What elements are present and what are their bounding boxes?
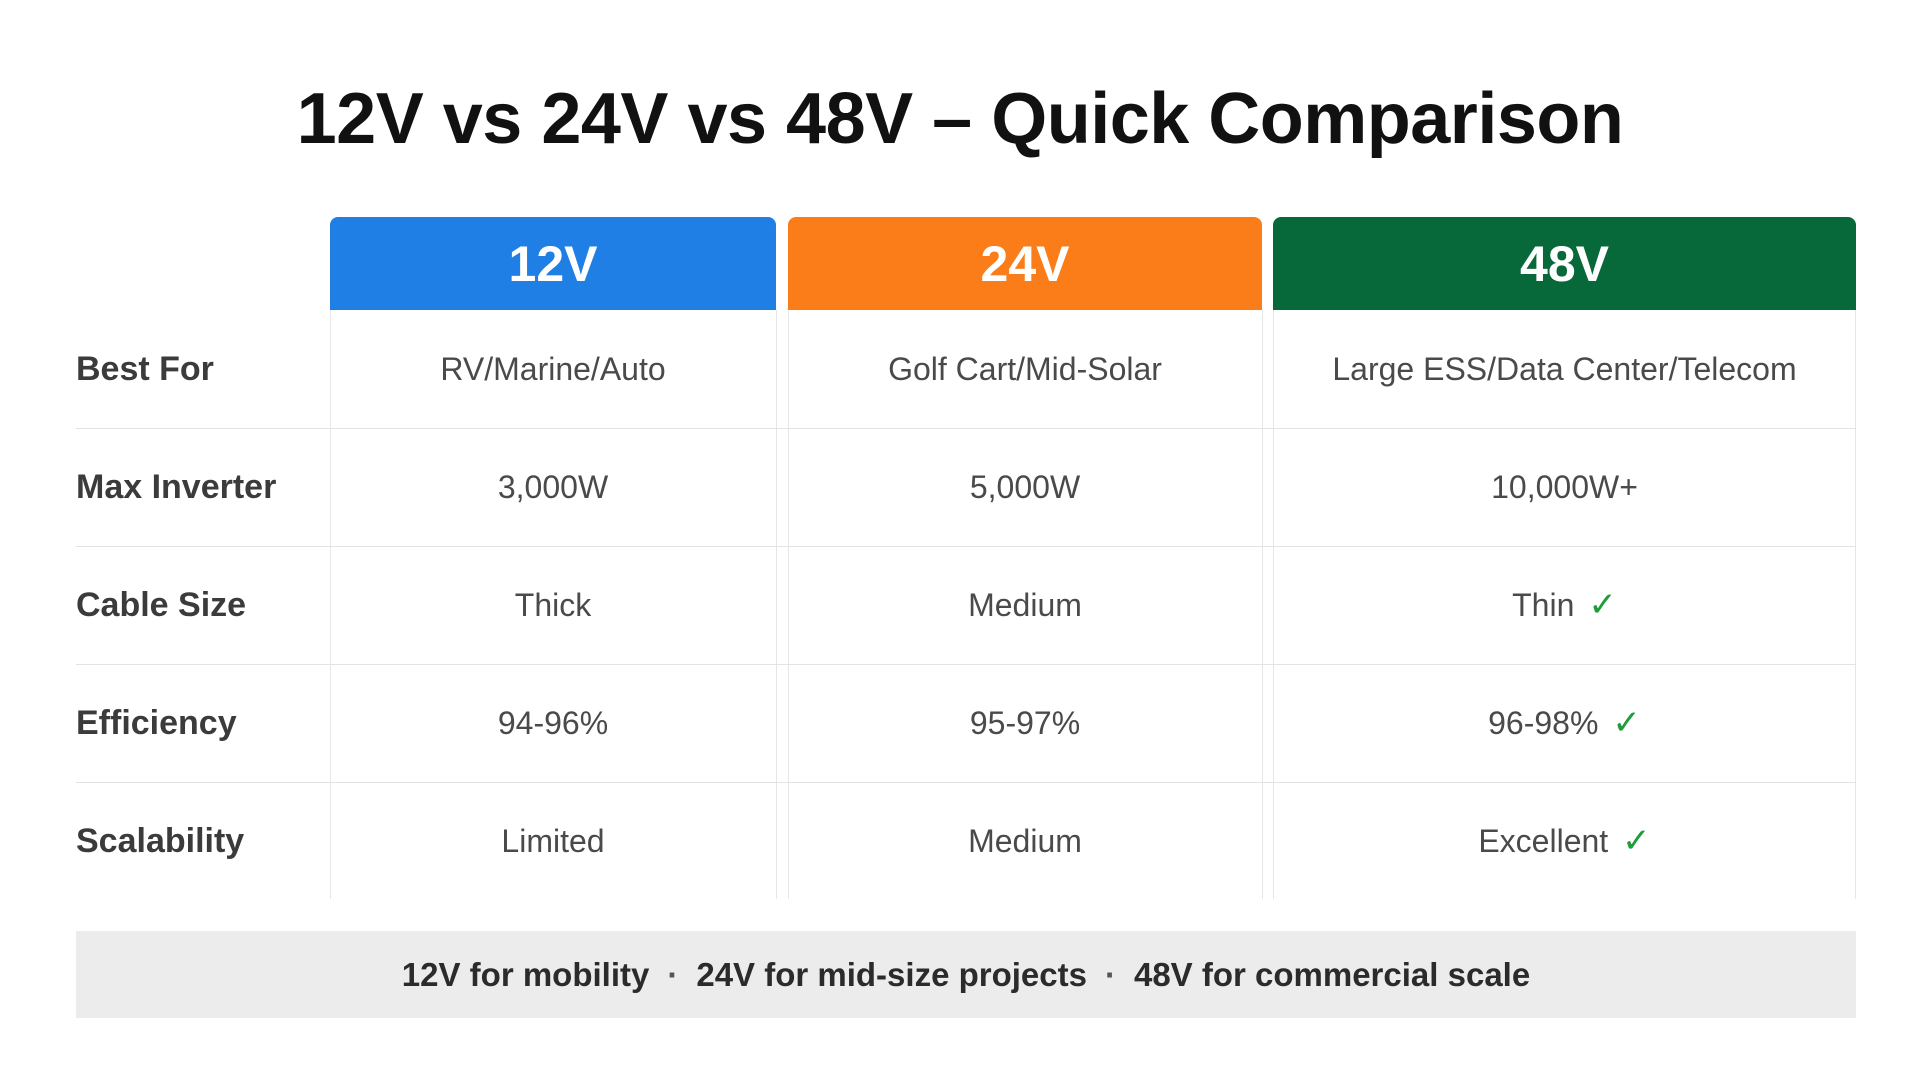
footer-separator: · xyxy=(1104,955,1116,993)
cell-value: Golf Cart/Mid-Solar xyxy=(888,350,1162,387)
cell-value: 3,000W xyxy=(497,468,609,505)
table-cell-12v: RV/Marine/Auto xyxy=(330,310,776,428)
column-header-48v: 48V xyxy=(1273,217,1856,310)
cell-value: RV/Marine/Auto xyxy=(440,350,666,387)
table-cell-12v: Limited xyxy=(330,782,776,900)
cell-value: Large ESS/Data Center/Telecom xyxy=(1332,350,1797,387)
row-divider xyxy=(76,782,1856,783)
row-label: Cable Size xyxy=(76,585,247,624)
table-cell-24v: 5,000W xyxy=(788,428,1262,546)
cell-value: 5,000W xyxy=(969,468,1081,505)
footer-item-24v: 24V for mid-size projects xyxy=(696,955,1087,993)
column-divider xyxy=(330,310,331,899)
column-header-24v: 24V xyxy=(788,217,1262,310)
table-cell-12v: 94-96% xyxy=(330,664,776,782)
column-divider xyxy=(1855,310,1856,899)
column-divider xyxy=(788,310,789,899)
table-cell-48v: Thin ✓ xyxy=(1273,546,1856,664)
column-24v: 24V xyxy=(788,217,1262,899)
cell-value: Medium xyxy=(968,822,1082,859)
column-12v: 12V xyxy=(330,217,776,899)
column-divider xyxy=(1262,310,1263,899)
column-header-12v: 12V xyxy=(330,217,776,310)
table-cell-48v: Excellent ✓ xyxy=(1273,782,1856,900)
table-cell-48v: 10,000W+ xyxy=(1273,428,1856,546)
checkmark-icon: ✓ xyxy=(1612,704,1641,742)
cell-value: Limited xyxy=(501,822,605,859)
column-divider xyxy=(776,310,777,899)
table-cell-48v: Large ESS/Data Center/Telecom xyxy=(1273,310,1856,428)
cell-value: Medium xyxy=(968,586,1082,623)
cell-value: Excellent xyxy=(1478,822,1609,859)
table-cell-24v: Golf Cart/Mid-Solar xyxy=(788,310,1262,428)
checkmark-icon: ✓ xyxy=(1588,586,1617,624)
page-title: 12V vs 24V vs 48V – Quick Comparison xyxy=(296,79,1624,159)
cell-value: 96-98% xyxy=(1488,704,1599,741)
comparison-table: 12V 24V 48V Best For RV/Marine/Auto Golf C… xyxy=(76,217,1856,899)
table-cell-12v: Thick xyxy=(330,546,776,664)
row-divider xyxy=(76,428,1856,429)
table-cell-24v: Medium xyxy=(788,546,1262,664)
table-cell-48v: 96-98% ✓ xyxy=(1273,664,1856,782)
column-48v: 48V xyxy=(1273,217,1856,899)
cell-value: 10,000W+ xyxy=(1491,468,1638,505)
cell-value: 94-96% xyxy=(497,704,609,741)
cell-value: 95-97% xyxy=(969,704,1081,741)
row-label: Max Inverter xyxy=(76,467,277,506)
footer-item-12v: 12V for mobility xyxy=(401,955,650,993)
footer-item-48v: 48V for commercial scale xyxy=(1133,955,1531,993)
row-divider xyxy=(76,664,1856,665)
row-label: Best For xyxy=(76,349,214,388)
table-cell-12v: 3,000W xyxy=(330,428,776,546)
summary-footer: 12V for mobility · 24V for mid-size proj… xyxy=(76,931,1856,1018)
checkmark-icon: ✓ xyxy=(1622,822,1651,860)
cell-value: Thin xyxy=(1512,586,1575,623)
column-divider xyxy=(1273,310,1274,899)
table-cell-24v: 95-97% xyxy=(788,664,1262,782)
cell-value: Thick xyxy=(514,586,592,623)
footer-separator: · xyxy=(667,955,679,993)
row-label: Efficiency xyxy=(76,703,237,742)
row-label: Scalability xyxy=(76,821,245,860)
row-divider xyxy=(76,546,1856,547)
table-cell-24v: Medium xyxy=(788,782,1262,900)
